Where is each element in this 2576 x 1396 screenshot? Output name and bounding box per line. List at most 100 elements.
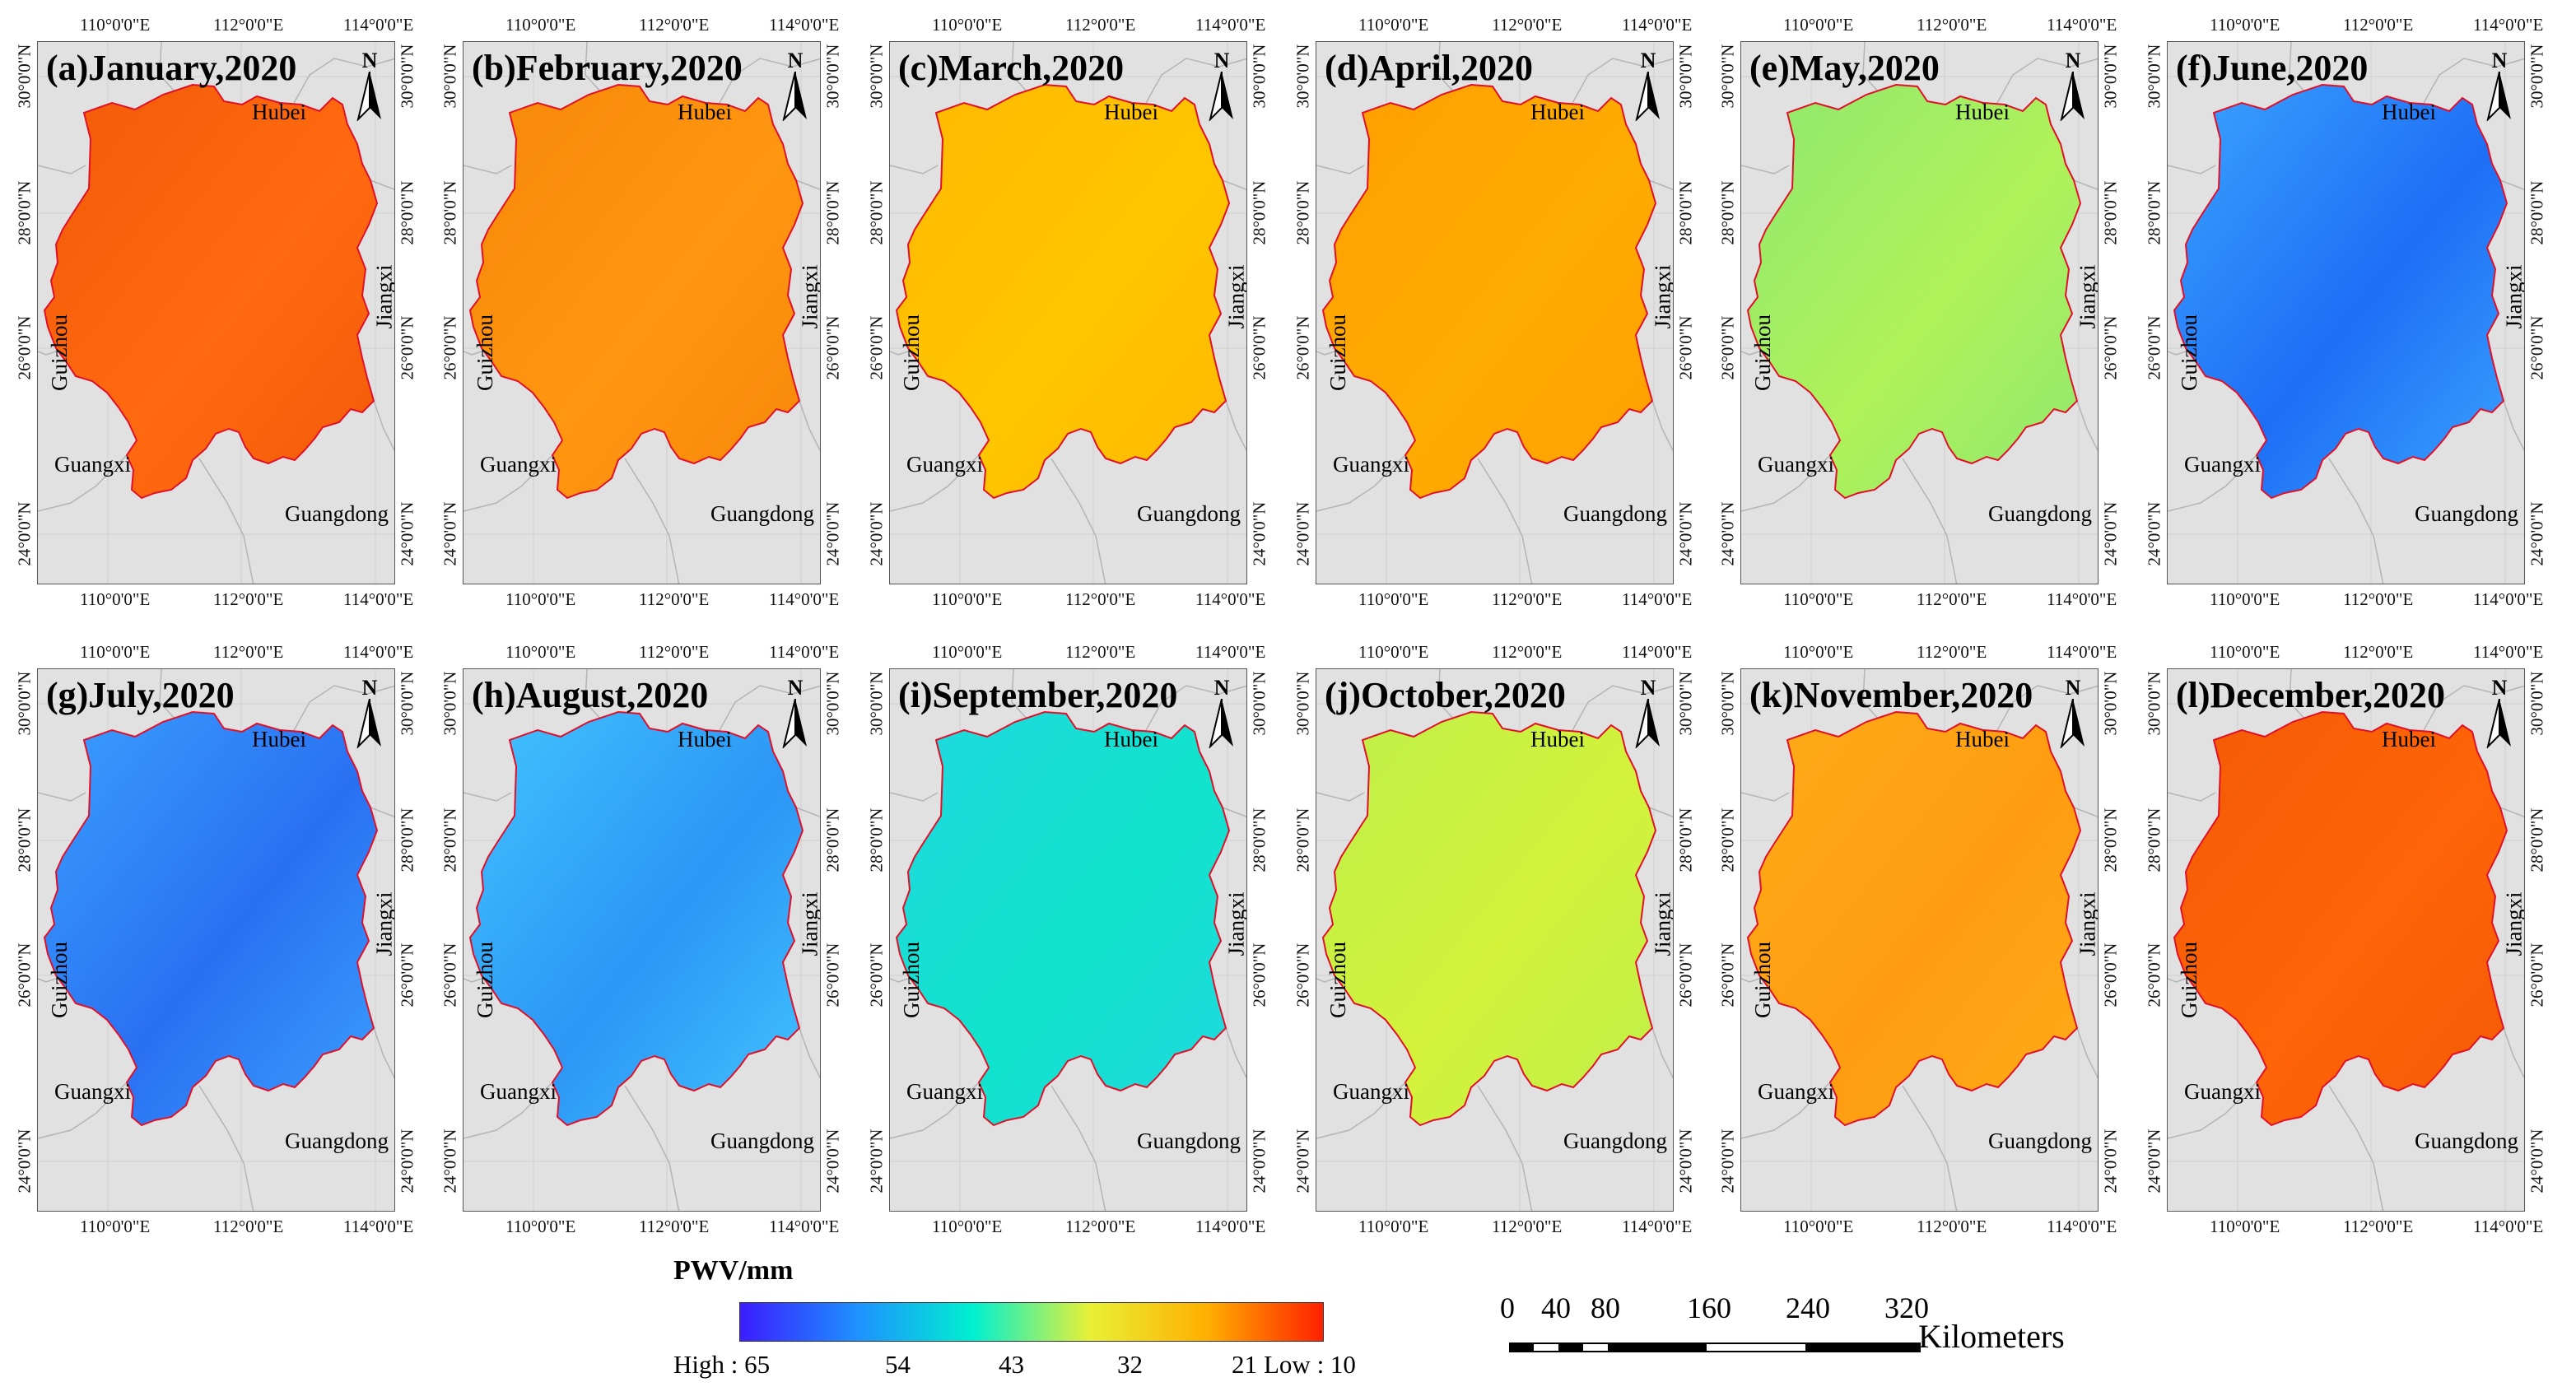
neighbor-label-west: Guizhou: [472, 942, 497, 1018]
y-tick-label-right: 28°0'0"N: [822, 807, 843, 872]
north-arrow-icon: [356, 699, 381, 748]
north-arrow-icon: [2486, 699, 2511, 748]
neighbor-label-north: Hubei: [1530, 727, 1585, 752]
y-tick-label-left: 30°0'0"N: [866, 671, 887, 736]
legend-label-54: 54: [885, 1350, 911, 1379]
neighbor-label-west: Guizhou: [2176, 942, 2201, 1018]
x-tick-label-top: 114°0'0"E: [2047, 642, 2117, 662]
north-arrow-icon: [1209, 72, 1233, 121]
north-arrow-label: N: [2065, 49, 2081, 72]
province-border: [373, 1027, 394, 1079]
neighbor-label-north: Hubei: [1955, 100, 2010, 124]
province-border: [624, 458, 680, 584]
province-border: [718, 58, 820, 105]
neighbor-label-south: Guangdong: [2415, 501, 2518, 526]
x-tick-label-top: 110°0'0"E: [80, 15, 151, 35]
legend-title: PWV/mm: [673, 1255, 794, 1286]
province-border: [1902, 458, 1958, 584]
neighbor-label-north: Hubei: [678, 727, 732, 752]
province-border: [585, 669, 603, 721]
province-border: [2076, 400, 2098, 452]
panel-title: (i)September,2020: [898, 675, 1178, 715]
panel-title: (f)June,2020: [2176, 48, 2369, 88]
map-frame: (h)August,2020 N Hubei Guangxi Guangdong Jian…: [463, 668, 821, 1212]
x-tick-label-bottom: 114°0'0"E: [769, 1217, 840, 1236]
neighbor-label-east: Jiangxi: [371, 891, 395, 956]
province-border: [2073, 807, 2098, 818]
y-tick-label-left: 24°0'0"N: [1293, 1128, 1313, 1194]
y-tick-label-right: 24°0'0"N: [822, 501, 843, 566]
province-border: [1651, 1027, 1673, 1079]
north-arrow: N: [1630, 49, 1666, 123]
province-border: [1996, 58, 2098, 105]
province-border: [38, 1080, 129, 1139]
province-border: [2168, 1080, 2259, 1139]
x-tick-label-top: 110°0'0"E: [2210, 642, 2280, 662]
legend-label-43: 43: [999, 1350, 1024, 1379]
y-tick-label-right: 28°0'0"N: [1249, 807, 1269, 872]
x-tick-label-top: 110°0'0"E: [1783, 15, 1854, 35]
x-tick-label-bottom: 114°0'0"E: [769, 589, 840, 609]
map-canvas: [38, 669, 394, 1211]
neighbor-label-east: Jiangxi: [2501, 891, 2525, 956]
north-arrow: N: [777, 676, 813, 750]
y-tick-label-right: 30°0'0"N: [1675, 44, 1696, 109]
x-tick-label-top: 114°0'0"E: [2473, 642, 2544, 662]
province-border: [1144, 58, 1246, 105]
x-tick-label-bottom: 114°0'0"E: [2047, 589, 2117, 609]
x-tick-label-top: 114°0'0"E: [769, 642, 840, 662]
y-tick-label-right: 30°0'0"N: [2100, 44, 2121, 109]
neighbor-label-north: Hubei: [2382, 727, 2436, 752]
y-tick-label-right: 24°0'0"N: [397, 501, 417, 566]
hunan-pwv-area: [43, 83, 379, 500]
neighbor-label-southwest: Guangxi: [906, 452, 983, 477]
north-arrow-icon: [2060, 699, 2085, 748]
y-tick-label-left: 28°0'0"N: [440, 180, 460, 245]
province-border: [198, 1085, 254, 1211]
x-tick-label-bottom: 110°0'0"E: [1783, 589, 1854, 609]
north-arrow-icon: [2486, 72, 2511, 121]
x-tick-label-top: 114°0'0"E: [769, 15, 840, 35]
province-border: [2076, 1027, 2098, 1079]
neighbor-label-north: Hubei: [252, 727, 306, 752]
panel-title: (g)July,2020: [46, 675, 235, 715]
province-border: [795, 807, 820, 818]
neighbor-label-south: Guangdong: [2415, 1128, 2518, 1153]
neighbor-label-southwest: Guangxi: [1758, 452, 1834, 477]
y-tick-label-right: 28°0'0"N: [397, 807, 417, 872]
y-tick-label-left: 24°0'0"N: [14, 1128, 35, 1194]
scalebar-unit: Kilometers: [1918, 1318, 2065, 1355]
north-arrow: N: [1204, 49, 1240, 123]
x-tick-label-bottom: 112°0'0"E: [2343, 589, 2414, 609]
province-border: [159, 42, 177, 94]
x-tick-label-bottom: 110°0'0"E: [505, 589, 576, 609]
north-arrow-label: N: [1640, 49, 1656, 72]
x-tick-label-top: 110°0'0"E: [2210, 15, 2280, 35]
neighbor-label-west: Guizhou: [1325, 314, 1350, 391]
y-tick-label-right: 28°0'0"N: [2527, 807, 2547, 872]
panel-title: (j)October,2020: [1325, 675, 1566, 715]
province-border: [1011, 669, 1029, 721]
map-frame: (k)November,2020 N Hubei Guangxi Guangdong Ji…: [1740, 668, 2099, 1212]
x-tick-label-bottom: 112°0'0"E: [1065, 589, 1136, 609]
province-border: [1648, 179, 1673, 191]
x-tick-label-bottom: 114°0'0"E: [2473, 1217, 2544, 1236]
province-border: [1316, 165, 1365, 174]
y-tick-label-right: 26°0'0"N: [822, 315, 843, 380]
province-border: [1050, 458, 1106, 584]
hunan-pwv-area: [2173, 83, 2508, 500]
map-canvas: [890, 669, 1246, 1211]
province-border: [1222, 807, 1246, 818]
y-tick-label-left: 28°0'0"N: [1293, 180, 1313, 245]
neighbor-label-southwest: Guangxi: [906, 1079, 983, 1104]
y-tick-label-right: 24°0'0"N: [1675, 1128, 1696, 1194]
x-tick-label-bottom: 112°0'0"E: [639, 589, 710, 609]
province-border: [585, 42, 603, 94]
map-canvas: [890, 42, 1246, 584]
y-tick-label-left: 26°0'0"N: [1293, 942, 1313, 1007]
x-tick-label-bottom: 114°0'0"E: [343, 1217, 414, 1236]
y-tick-label-left: 24°0'0"N: [866, 501, 887, 566]
x-tick-label-top: 112°0'0"E: [213, 15, 284, 35]
x-tick-label-bottom: 112°0'0"E: [213, 589, 284, 609]
neighbor-label-southwest: Guangxi: [1333, 1079, 1409, 1104]
